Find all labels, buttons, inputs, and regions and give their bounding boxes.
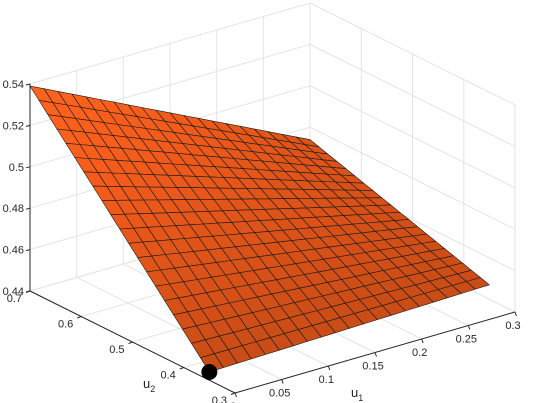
z-tick-label: 0.54 — [3, 79, 24, 91]
x-tick-label: 0.15 — [362, 361, 383, 373]
z-tick-mark — [25, 290, 31, 293]
tick-labels: 00.050.10.150.20.250.30.30.40.50.60.70.4… — [3, 79, 521, 403]
z-tick-mark — [25, 166, 31, 169]
x-tick-mark — [421, 338, 424, 344]
y-tick-label: 0.5 — [109, 344, 124, 356]
z-tick-label: 0.44 — [3, 286, 24, 298]
x-tick-label: 0.1 — [319, 374, 334, 386]
x-tick-mark — [467, 325, 471, 330]
x-tick-label: 0 — [230, 401, 236, 403]
y-tick-label: 0.4 — [160, 370, 175, 382]
x-tick-label: 0.05 — [269, 388, 290, 400]
z-tick-label: 0.5 — [9, 162, 24, 174]
x-tick-mark — [281, 379, 284, 384]
z-tick-mark — [25, 83, 31, 86]
z-tick-mark — [25, 207, 31, 210]
y-tick-mark — [77, 316, 82, 319]
x-axis-label: u1 — [351, 385, 363, 403]
x-tick-mark — [327, 365, 331, 371]
axes — [25, 83, 517, 398]
z-tick-mark — [25, 249, 31, 252]
surface-mesh — [29, 85, 490, 373]
y-tick-label: 0.3 — [212, 395, 227, 403]
y-tick-mark — [179, 367, 184, 370]
z-tick-mark — [25, 124, 31, 127]
z-tick-label: 0.52 — [3, 120, 24, 132]
y-tick-label: 0.7 — [7, 293, 22, 305]
y-tick-label: 0.6 — [58, 319, 73, 331]
x-tick-label: 0.3 — [505, 320, 520, 332]
x-tick-mark — [514, 311, 517, 317]
y-tick-mark — [128, 341, 133, 344]
y-tick-mark — [230, 392, 236, 395]
marker — [201, 363, 218, 380]
z-tick-label: 0.48 — [3, 203, 24, 215]
x-tick-label: 0.2 — [412, 347, 427, 359]
surface-patch — [466, 277, 490, 290]
z-tick-label: 0.46 — [3, 245, 24, 257]
x-tick-label: 0.25 — [456, 334, 477, 346]
x-tick-mark — [234, 392, 237, 398]
grid-line — [29, 2, 516, 106]
x-tick-mark — [374, 352, 377, 357]
y-axis-label: u2 — [143, 376, 155, 394]
marker-point — [201, 363, 218, 380]
